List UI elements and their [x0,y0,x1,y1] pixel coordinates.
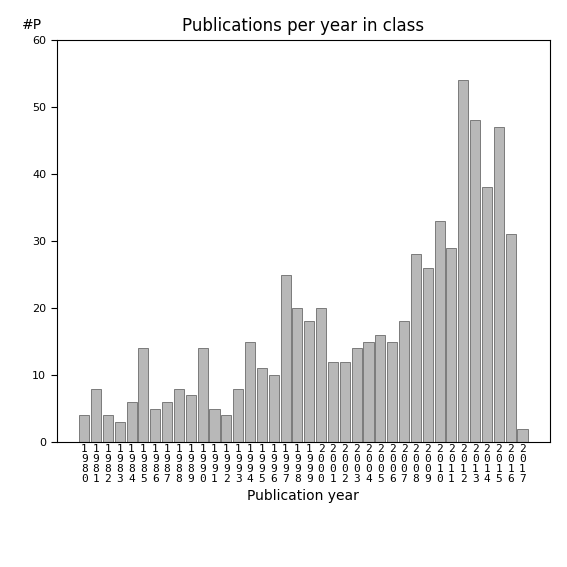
Bar [458,80,468,442]
Bar [446,248,456,442]
Bar [233,388,243,442]
Bar [482,187,492,442]
Bar [387,341,397,442]
Bar [293,308,302,442]
Bar [340,362,350,442]
Bar [411,255,421,442]
Bar [221,416,231,442]
X-axis label: Publication year: Publication year [247,489,359,503]
Bar [352,348,362,442]
Bar [399,321,409,442]
Bar [328,362,338,442]
Bar [470,120,480,442]
Bar [375,335,386,442]
Bar [269,375,279,442]
Bar [257,369,267,442]
Bar [79,416,89,442]
Bar [126,402,137,442]
Bar [434,221,445,442]
Bar [518,429,527,442]
Bar [363,341,374,442]
Bar [174,388,184,442]
Bar [506,234,516,442]
Bar [150,409,160,442]
Bar [304,321,314,442]
Bar [186,395,196,442]
Bar [103,416,113,442]
Bar [423,268,433,442]
Bar [281,274,291,442]
Text: #P: #P [22,18,43,32]
Bar [494,127,504,442]
Bar [115,422,125,442]
Bar [209,409,219,442]
Title: Publications per year in class: Publications per year in class [182,18,425,35]
Bar [138,348,149,442]
Bar [91,388,101,442]
Bar [245,341,255,442]
Bar [162,402,172,442]
Bar [316,308,326,442]
Bar [198,348,208,442]
